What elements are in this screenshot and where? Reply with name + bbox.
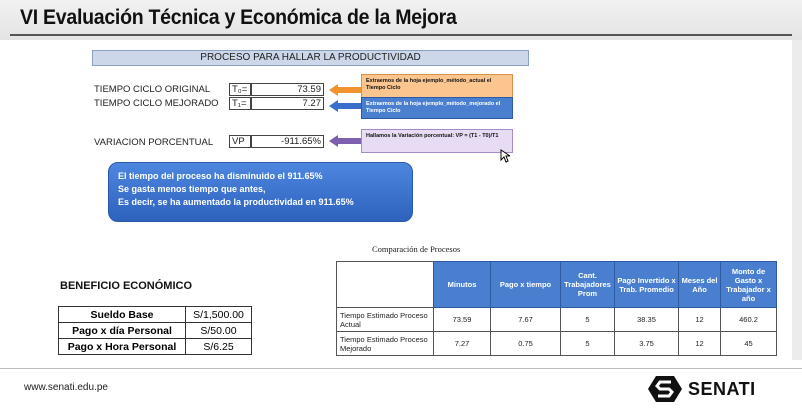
- table-cell: 5: [560, 307, 615, 332]
- table-row: Tiempo Estimado Proceso Actual 73.59 7.6…: [336, 307, 777, 332]
- table-row: Tiempo Estimado Proceso Mejorado 7.27 0.…: [336, 331, 777, 356]
- beneficio-key: Pago x Hora Personal: [58, 338, 186, 355]
- beneficio-value: S/6.25: [185, 338, 252, 355]
- table-cell: 0.75: [490, 331, 561, 356]
- orange-arrow-icon: [329, 84, 361, 96]
- table-cell: 5: [560, 331, 615, 356]
- symbol-vp: VP: [229, 135, 251, 148]
- label-tiempo-original: TIEMPO CICLO ORIGINAL: [94, 84, 211, 95]
- table-cell: 3.75: [614, 331, 679, 356]
- conclusion-line-1: El tiempo del proceso ha disminuido el 9…: [118, 171, 323, 181]
- beneficio-value: S/50.00: [185, 322, 252, 339]
- comparacion-title: Comparación de Procesos: [372, 244, 461, 254]
- beneficio-value: S/1,500.00: [185, 306, 252, 323]
- table-cell: 12: [678, 307, 721, 332]
- col-header: Minutos: [433, 261, 491, 308]
- mouse-cursor-icon: [500, 149, 510, 163]
- col-header: Meses del Año: [678, 261, 721, 308]
- col-header: Monto de Gasto x Trabajador x año: [720, 261, 777, 308]
- note-variacion: Hallamos la Variación porcentual: VP = (…: [361, 129, 513, 153]
- label-tiempo-mejorado: TIEMPO CICLO MEJORADO: [94, 98, 219, 109]
- col-header: Cant. Trabajadores Prom: [560, 261, 615, 308]
- beneficio-title: BENEFICIO ECONÓMICO: [60, 280, 193, 292]
- title-bar: VI Evaluación Técnica y Económica de la …: [0, 0, 802, 40]
- col-header: Pago x tiempo: [490, 261, 561, 308]
- beneficio-key: Sueldo Base: [58, 306, 186, 323]
- process-header: PROCESO PARA HALLAR LA PRODUCTIVIDAD: [92, 50, 529, 66]
- senati-logo-icon: [648, 376, 682, 402]
- table-cell: 460.2: [720, 307, 777, 332]
- beneficio-table: Sueldo Base S/1,500.00 Pago x día Person…: [58, 306, 252, 355]
- row-header: Tiempo Estimado Proceso Actual: [336, 307, 434, 332]
- note-original: Extraemos de la hoja ejemplo_método_actu…: [361, 74, 513, 98]
- value-t1: 7.27: [251, 97, 324, 110]
- title-underline: [10, 34, 792, 36]
- beneficio-key: Pago x día Personal: [58, 322, 186, 339]
- symbol-t1: T₁=: [229, 97, 251, 110]
- blank-header: [336, 261, 434, 308]
- footer-url: www.senati.edu.pe: [24, 382, 108, 393]
- table-cell: 7.67: [490, 307, 561, 332]
- col-header: Pago Invertido x Trab. Promedio: [614, 261, 679, 308]
- table-cell: 38.35: [614, 307, 679, 332]
- symbol-t0: T₀=: [229, 83, 251, 96]
- value-t0: 73.59: [251, 83, 324, 96]
- conclusion-line-3: Es decir, se ha aumentado la productivid…: [118, 197, 354, 207]
- note-mejorado: Extraemos de la hoja ejemplo_método_mejo…: [361, 97, 513, 119]
- conclusion-box: El tiempo del proceso ha disminuido el 9…: [108, 162, 413, 222]
- table-cell: 12: [678, 331, 721, 356]
- table-row: Pago x Hora Personal S/6.25: [58, 338, 252, 355]
- slide-title: VI Evaluación Técnica y Económica de la …: [20, 6, 457, 29]
- table-row: Sueldo Base S/1,500.00: [58, 306, 252, 323]
- blue-arrow-icon: [329, 100, 361, 112]
- logo-text: SENATI: [688, 378, 756, 399]
- senati-logo: SENATI: [648, 376, 756, 402]
- label-variacion: VARIACION PORCENTUAL: [94, 137, 214, 148]
- table-cell: 45: [720, 331, 777, 356]
- table-cell: 73.59: [433, 307, 491, 332]
- value-vp: -911.65%: [251, 135, 324, 148]
- table-cell: 7.27: [433, 331, 491, 356]
- comparacion-table: Minutos Pago x tiempo Cant. Trabajadores…: [336, 261, 777, 356]
- side-strip: [792, 40, 802, 360]
- table-header-row: Minutos Pago x tiempo Cant. Trabajadores…: [336, 261, 777, 308]
- footer-divider: [0, 368, 802, 369]
- row-header: Tiempo Estimado Proceso Mejorado: [336, 331, 434, 356]
- table-row: Pago x día Personal S/50.00: [58, 322, 252, 339]
- purple-arrow-icon: [329, 135, 361, 147]
- conclusion-line-2: Se gasta menos tiempo que antes,: [118, 184, 266, 194]
